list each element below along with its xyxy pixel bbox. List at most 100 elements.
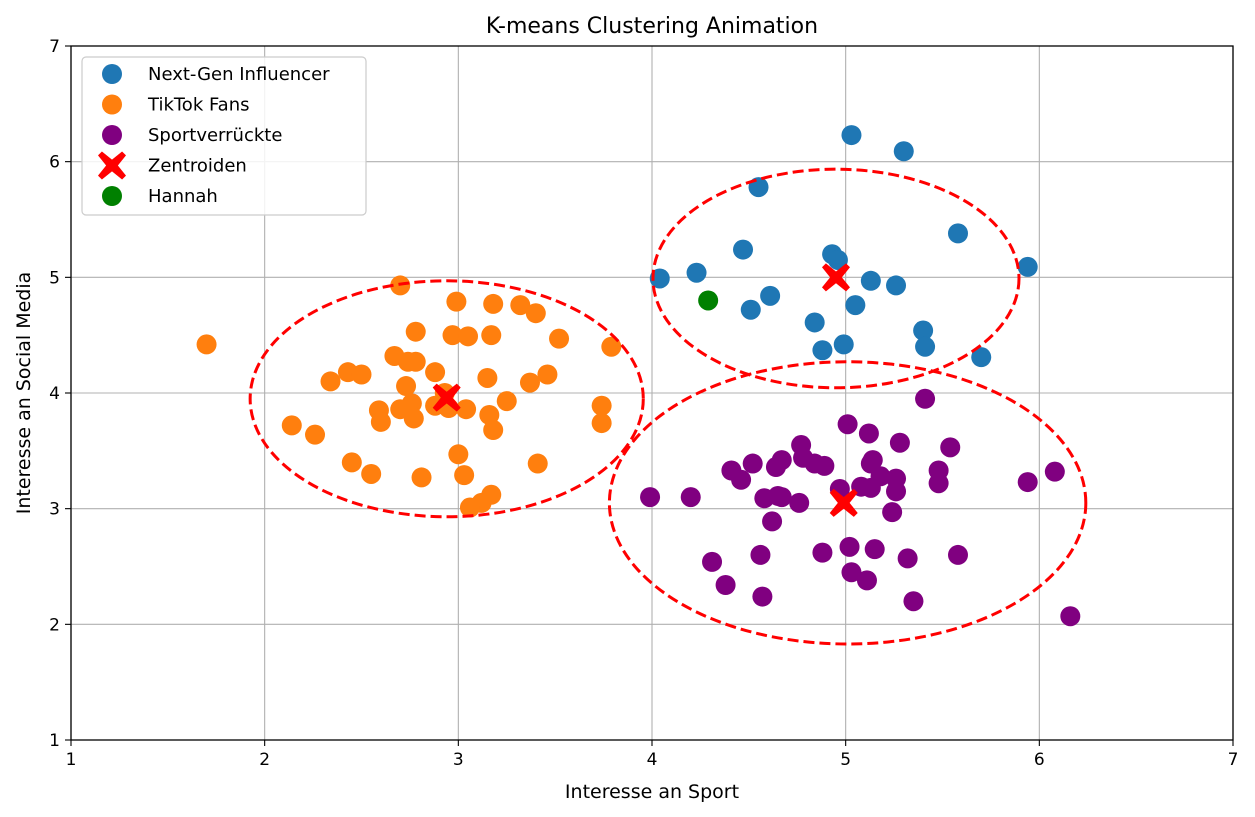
- x-tick-label: 1: [66, 750, 77, 770]
- data-point: [496, 391, 517, 412]
- data-point: [947, 544, 968, 565]
- data-point: [591, 395, 612, 416]
- data-point: [483, 420, 504, 441]
- data-point: [762, 511, 783, 532]
- data-point: [458, 326, 479, 347]
- data-point: [856, 570, 877, 591]
- data-point: [742, 453, 763, 474]
- x-axis-label: Interesse an Sport: [565, 781, 739, 803]
- data-point: [351, 364, 372, 385]
- data-point: [1017, 256, 1038, 277]
- legend-label: TikTok Fans: [147, 95, 249, 116]
- data-point: [839, 536, 860, 557]
- data-point: [442, 325, 463, 346]
- data-point: [915, 388, 936, 409]
- data-point: [845, 295, 866, 316]
- y-tick-label: 2: [49, 615, 60, 635]
- data-point: [425, 362, 446, 383]
- series-hannah: [698, 290, 719, 311]
- data-point: [750, 544, 771, 565]
- data-point: [680, 487, 701, 508]
- data-point: [940, 437, 961, 458]
- data-point: [858, 423, 879, 444]
- legend-marker: [102, 186, 122, 206]
- data-point: [411, 467, 432, 488]
- data-point: [897, 548, 918, 569]
- data-point: [715, 575, 736, 596]
- data-point: [1044, 461, 1065, 482]
- data-point: [649, 268, 670, 289]
- data-point: [731, 469, 752, 490]
- data-point: [591, 413, 612, 434]
- data-point: [403, 408, 424, 429]
- x-tick-label: 4: [647, 750, 658, 770]
- x-tick-label: 5: [840, 750, 851, 770]
- data-point: [882, 502, 903, 523]
- data-point: [1060, 606, 1081, 627]
- legend-label: Next-Gen Influencer: [148, 64, 330, 85]
- x-tick-label: 2: [259, 750, 270, 770]
- data-point: [860, 477, 881, 498]
- chart-title: K-means Clustering Animation: [486, 14, 818, 39]
- data-point: [341, 452, 362, 473]
- data-point: [686, 262, 707, 283]
- data-point: [752, 586, 773, 607]
- data-point: [305, 424, 326, 445]
- data-point: [760, 285, 781, 306]
- data-point: [196, 334, 217, 355]
- data-point: [928, 473, 949, 494]
- data-point: [698, 290, 719, 311]
- data-point: [479, 404, 500, 425]
- data-point: [827, 249, 848, 270]
- x-tick-label: 7: [1228, 750, 1239, 770]
- series-zentroiden: [432, 263, 858, 517]
- data-point: [812, 340, 833, 361]
- data-point: [281, 415, 302, 436]
- cluster-ellipse: [248, 279, 645, 519]
- data-point: [370, 411, 391, 432]
- data-point: [519, 372, 540, 393]
- legend-label: Hannah: [148, 186, 218, 207]
- data-point: [456, 399, 477, 420]
- data-point: [405, 321, 426, 342]
- centroid-marker: [432, 383, 461, 412]
- cluster-ellipse: [651, 167, 1021, 390]
- plot-area: [196, 125, 1088, 646]
- legend-marker: [102, 125, 122, 145]
- legend-marker: [102, 64, 122, 84]
- data-point: [765, 457, 786, 478]
- data-point: [320, 371, 341, 392]
- x-tick-label: 3: [453, 750, 464, 770]
- data-point: [814, 455, 835, 476]
- data-point: [893, 141, 914, 162]
- y-tick-label: 7: [49, 37, 60, 57]
- data-point: [601, 336, 622, 357]
- data-point: [740, 299, 761, 320]
- data-point: [361, 463, 382, 484]
- legend-label: Zentroiden: [148, 156, 247, 177]
- data-point: [448, 444, 469, 465]
- data-point: [640, 487, 661, 508]
- data-point: [459, 497, 480, 518]
- series-next-gen-influencer: [649, 125, 1038, 368]
- y-axis-label: Interesse an Social Media: [13, 272, 35, 515]
- data-point: [971, 347, 992, 368]
- data-point: [454, 465, 475, 486]
- data-point: [537, 364, 558, 385]
- data-point: [864, 539, 885, 560]
- legend-box: [81, 56, 367, 216]
- y-tick-label: 1: [49, 731, 60, 751]
- cluster-ellipse: [607, 360, 1088, 646]
- data-point: [837, 414, 858, 435]
- data-point: [446, 291, 467, 312]
- data-point: [771, 487, 792, 508]
- y-tick-label: 6: [49, 153, 60, 173]
- data-point: [396, 376, 417, 397]
- data-point: [841, 562, 862, 583]
- data-point: [1017, 472, 1038, 493]
- data-point: [733, 239, 754, 260]
- data-point: [886, 275, 907, 296]
- legend-label: Sportverrückte: [148, 125, 282, 146]
- data-point: [405, 351, 426, 372]
- data-point: [833, 334, 854, 355]
